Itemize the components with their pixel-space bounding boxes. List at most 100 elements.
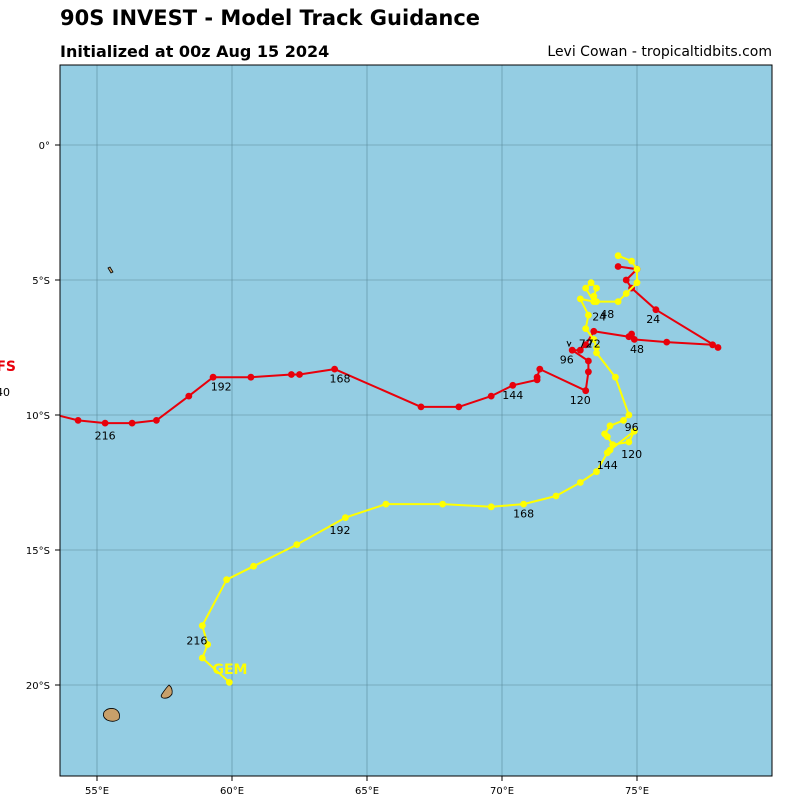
gem-track-point (225, 678, 233, 686)
forecast-hour-label: 168 (330, 373, 351, 386)
gem-track-point (603, 433, 611, 440)
gfs-track-point (590, 327, 598, 335)
gfs-track-point (585, 357, 592, 365)
gfs-track-point (509, 381, 517, 389)
gfs-track-point (331, 365, 338, 373)
gem-track-point (204, 641, 212, 648)
lat-tick-label: 15°S (26, 546, 50, 557)
gem-track-point (590, 336, 598, 343)
gfs-track-point (101, 419, 109, 427)
gfs-track-point (288, 371, 295, 378)
gem-track-point (487, 503, 495, 511)
gem-model-label: GEM (213, 662, 248, 678)
gem-track-point (198, 622, 206, 629)
credit-text: Levi Cowan - tropicaltidbits.com (547, 44, 772, 60)
gem-track-point (576, 479, 584, 486)
gfs-track-point (533, 376, 541, 384)
gfs-track-point (582, 341, 590, 349)
island-seychelles-mahe (107, 266, 114, 274)
map-frame (59, 64, 773, 777)
gem-track-point (612, 373, 619, 381)
gfs-extra-label: 40 (0, 386, 10, 399)
gfs-track-point (614, 263, 622, 270)
gem-track-point (590, 298, 598, 305)
gem-track-point (439, 500, 446, 508)
direction-arrow-icon (566, 340, 572, 348)
gfs-track-point (630, 336, 638, 343)
gfs-track-point (417, 403, 425, 411)
gfs-track-point (652, 306, 660, 314)
gfs-track-point (622, 276, 630, 284)
lat-tick-label: 20°S (26, 681, 50, 692)
lat-tick-label: 0° (39, 141, 50, 152)
gem-track-point (250, 562, 257, 570)
forecast-hour-label: 168 (513, 508, 534, 521)
gem-track-point (630, 427, 638, 435)
gem-track-point (293, 541, 301, 548)
forecast-hour-label: 120 (621, 448, 642, 461)
forecast-hour-label: 48 (600, 308, 614, 321)
lon-tick-label: 65°E (355, 786, 379, 797)
gem-track-point (633, 279, 641, 287)
gfs-track-point (209, 373, 217, 381)
lon-tick-label: 60°E (220, 786, 244, 797)
gem-track-point (198, 654, 206, 662)
lon-tick-label: 55°E (85, 786, 109, 797)
gfs-track-point (625, 333, 633, 341)
forecast-hour-label: 96 (560, 354, 574, 367)
init-subtitle: Initialized at 00z Aug 15 2024 (60, 42, 330, 61)
gem-track-point (585, 311, 592, 319)
gem-track-point (603, 449, 611, 457)
gfs-track-point (128, 419, 136, 427)
forecast-hour-label: 144 (597, 459, 618, 472)
gem-track-point (628, 257, 635, 265)
gfs-track-point (247, 373, 255, 381)
forecast-hour-label: 72 (587, 338, 601, 351)
gfs-track-point (74, 417, 82, 424)
gem-track-point (593, 349, 600, 357)
gem-track-point (593, 284, 600, 292)
lon-tick-label: 75°E (625, 786, 649, 797)
gem-track-point (342, 514, 349, 521)
gfs-track-point (714, 344, 722, 351)
forecast-hour-label: 192 (211, 381, 232, 394)
gfs-track-point (585, 368, 592, 376)
gfs-track-point (487, 392, 495, 400)
gfs-track-point (576, 346, 584, 354)
forecast-hour-label: 48 (630, 343, 644, 356)
forecast-hour-label: 192 (330, 524, 351, 537)
gem-track-point (576, 295, 584, 303)
gem-track-point (587, 279, 595, 287)
gem-track-point (625, 411, 633, 419)
forecast-hour-label: 24 (592, 311, 606, 324)
gfs-track-point (455, 403, 463, 411)
gem-track-point (590, 292, 598, 300)
gem-track-point (633, 265, 641, 273)
forecast-hour-label: 216 (95, 429, 116, 442)
forecast-hour-label: 216 (186, 635, 207, 648)
gem-track-point (620, 417, 627, 424)
gem-track-point (622, 290, 630, 297)
gfs-track-point (709, 341, 716, 349)
gfs-track-point (296, 371, 303, 378)
gfs-track-point (582, 387, 590, 395)
forecast-hour-label: 24 (646, 313, 660, 326)
gem-track-point (520, 500, 527, 508)
gfs-track-point (536, 365, 544, 373)
forecast-hour-label: 72 (579, 338, 593, 351)
ocean-background (60, 65, 772, 776)
lat-tick-label: 5°S (32, 276, 50, 287)
gem-track-point (606, 422, 614, 430)
gfs-track-point (153, 417, 160, 424)
page-title: 90S INVEST - Model Track Guidance (60, 6, 481, 30)
gem-track-point (582, 284, 590, 292)
gem-track-point (582, 325, 590, 332)
forecast-hour-label: 96 (625, 421, 639, 434)
gfs-track-point (663, 338, 671, 346)
lon-tick-label: 70°E (490, 786, 514, 797)
gem-track-point (614, 252, 622, 260)
gfs-track-point (568, 346, 576, 354)
gfs-track-point (185, 392, 193, 400)
gfs-model-label: FS (0, 359, 16, 375)
